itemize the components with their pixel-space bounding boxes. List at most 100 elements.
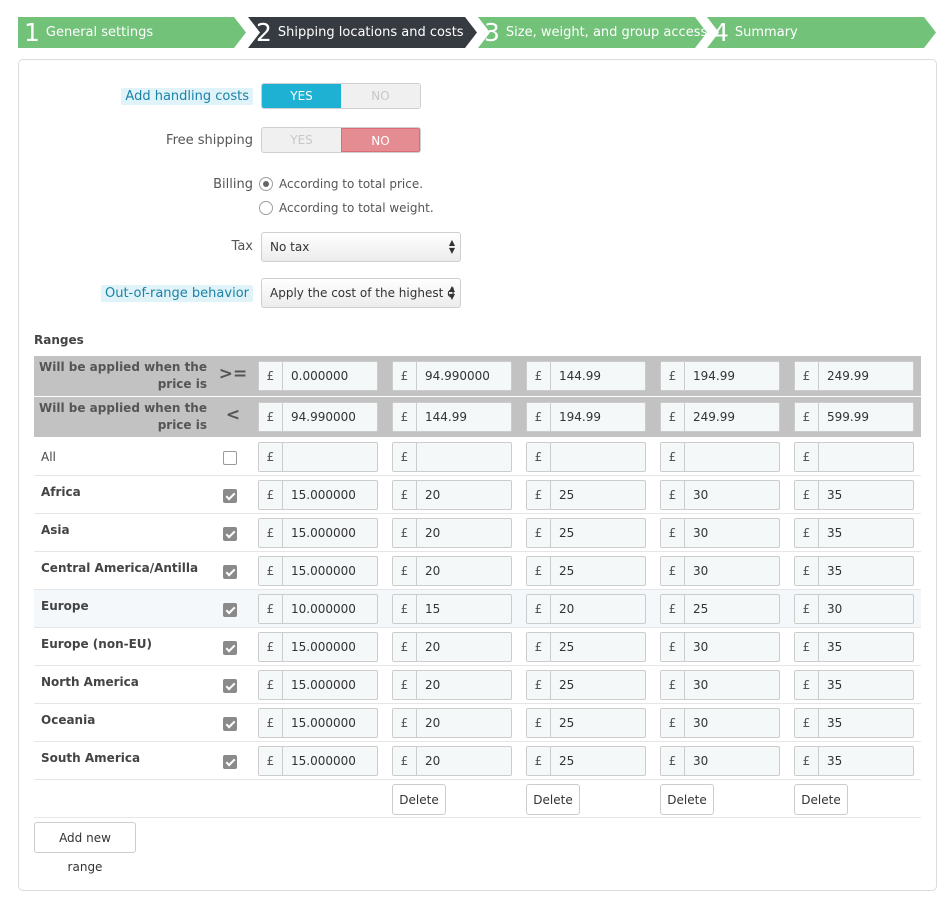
price-input[interactable]: £25 [526, 480, 646, 510]
price-input[interactable]: £249.99 [794, 361, 914, 391]
add-new-range-button[interactable]: Add new range [34, 822, 136, 874]
price-input[interactable]: £15.000000 [258, 632, 378, 662]
currency-symbol: £ [393, 403, 417, 431]
price-input[interactable]: £25 [526, 518, 646, 548]
price-input[interactable]: £144.99 [526, 361, 646, 391]
zone-checkbox[interactable] [223, 717, 237, 731]
price-input[interactable]: £35 [794, 632, 914, 662]
price-input[interactable]: £20 [392, 670, 512, 700]
price-input[interactable]: £35 [794, 556, 914, 586]
price-value: 25 [559, 754, 575, 768]
price-input[interactable]: £25 [526, 708, 646, 738]
price-input[interactable]: £30 [660, 480, 780, 510]
price-input[interactable]: £194.99 [660, 361, 780, 391]
price-input[interactable]: £30 [660, 708, 780, 738]
radio-button[interactable] [259, 201, 273, 215]
out-of-range-select[interactable]: Apply the cost of the highest d ▲ ▼ [261, 278, 461, 308]
step-summary[interactable]: 4 Summary [707, 17, 936, 48]
price-input[interactable]: £35 [794, 670, 914, 700]
currency-symbol: £ [393, 671, 417, 699]
price-input[interactable]: £ [794, 442, 914, 472]
price-input[interactable]: £94.990000 [392, 361, 512, 391]
step-shipping-locations[interactable]: 2 Shipping locations and costs [248, 17, 477, 48]
zone-checkbox[interactable] [223, 641, 237, 655]
free-shipping-yes-option[interactable]: YES [290, 133, 313, 147]
zone-checkbox[interactable] [223, 565, 237, 579]
price-input[interactable]: £15.000000 [258, 556, 378, 586]
price-input[interactable]: £25 [526, 746, 646, 776]
price-input[interactable]: £20 [526, 594, 646, 624]
price-input[interactable]: £20 [392, 480, 512, 510]
price-input[interactable]: £30 [794, 594, 914, 624]
price-value [283, 443, 291, 471]
price-input[interactable]: £20 [392, 556, 512, 586]
price-input[interactable]: £30 [660, 632, 780, 662]
price-input[interactable]: £144.99 [392, 402, 512, 432]
currency-symbol: £ [527, 709, 551, 737]
price-input[interactable]: £94.990000 [258, 402, 378, 432]
price-input[interactable]: £599.99 [794, 402, 914, 432]
zone-name: Africa [41, 485, 81, 499]
price-input[interactable]: £20 [392, 708, 512, 738]
zone-checkbox[interactable] [223, 451, 237, 465]
price-input[interactable]: £25 [526, 556, 646, 586]
currency-symbol: £ [795, 519, 819, 547]
delete-range-button[interactable]: Delete [392, 784, 446, 815]
tax-select[interactable]: No tax ▲ ▼ [261, 232, 461, 262]
billing-option-weight[interactable]: According to total weight. [259, 201, 434, 215]
price-input[interactable]: £194.99 [526, 402, 646, 432]
price-value: 35 [827, 716, 843, 730]
currency-symbol: £ [661, 519, 685, 547]
price-input[interactable]: £35 [794, 518, 914, 548]
price-input[interactable]: £0.000000 [258, 361, 378, 391]
price-input[interactable]: £25 [660, 594, 780, 624]
zone-row: Oceania £15.000000 £20 £25 £30 £35 [34, 704, 921, 742]
price-input[interactable]: £20 [392, 518, 512, 548]
step-general-settings[interactable]: 1 General settings [18, 17, 246, 48]
price-input[interactable]: £20 [392, 746, 512, 776]
handling-costs-toggle[interactable]: YES NO [261, 83, 421, 109]
zone-checkbox[interactable] [223, 679, 237, 693]
price-value: 15 [425, 602, 441, 616]
price-input[interactable]: £ [660, 442, 780, 472]
price-input[interactable]: £15.000000 [258, 746, 378, 776]
zone-checkbox[interactable] [223, 755, 237, 769]
price-input[interactable]: £ [392, 442, 512, 472]
free-shipping-toggle[interactable]: YES NO [261, 127, 421, 153]
price-input[interactable]: £10.000000 [258, 594, 378, 624]
price-input[interactable]: £249.99 [660, 402, 780, 432]
step-label: General settings [45, 25, 154, 40]
price-input[interactable]: £30 [660, 556, 780, 586]
delete-range-button[interactable]: Delete [660, 784, 714, 815]
price-input[interactable]: £ [526, 442, 646, 472]
currency-symbol: £ [393, 481, 417, 509]
step-size-weight[interactable]: 3 Size, weight, and group access [478, 17, 707, 48]
price-input[interactable]: £15.000000 [258, 708, 378, 738]
price-input[interactable]: £20 [392, 632, 512, 662]
billing-option-price[interactable]: According to total price. [259, 177, 423, 191]
price-input[interactable]: £15.000000 [258, 518, 378, 548]
zone-name: South America [41, 751, 141, 765]
delete-range-button[interactable]: Delete [794, 784, 848, 815]
delete-range-button[interactable]: Delete [526, 784, 580, 815]
free-shipping-no-option[interactable]: NO [341, 128, 420, 152]
zone-checkbox[interactable] [223, 603, 237, 617]
price-input[interactable]: £15 [392, 594, 512, 624]
radio-button[interactable] [259, 177, 273, 191]
price-input[interactable]: £35 [794, 746, 914, 776]
handling-yes-option[interactable]: YES [262, 84, 341, 108]
zone-row: Europe (non-EU) £15.000000 £20 £25 £30 £35 [34, 628, 921, 666]
price-input[interactable]: £15.000000 [258, 670, 378, 700]
zone-checkbox[interactable] [223, 489, 237, 503]
price-input[interactable]: £35 [794, 480, 914, 510]
price-input[interactable]: £15.000000 [258, 480, 378, 510]
price-input[interactable]: £30 [660, 670, 780, 700]
price-input[interactable]: £30 [660, 746, 780, 776]
handling-no-option[interactable]: NO [371, 89, 390, 103]
zone-checkbox[interactable] [223, 527, 237, 541]
price-input[interactable]: £25 [526, 670, 646, 700]
price-input[interactable]: £25 [526, 632, 646, 662]
price-input[interactable]: £35 [794, 708, 914, 738]
price-input[interactable]: £ [258, 442, 378, 472]
price-input[interactable]: £30 [660, 518, 780, 548]
